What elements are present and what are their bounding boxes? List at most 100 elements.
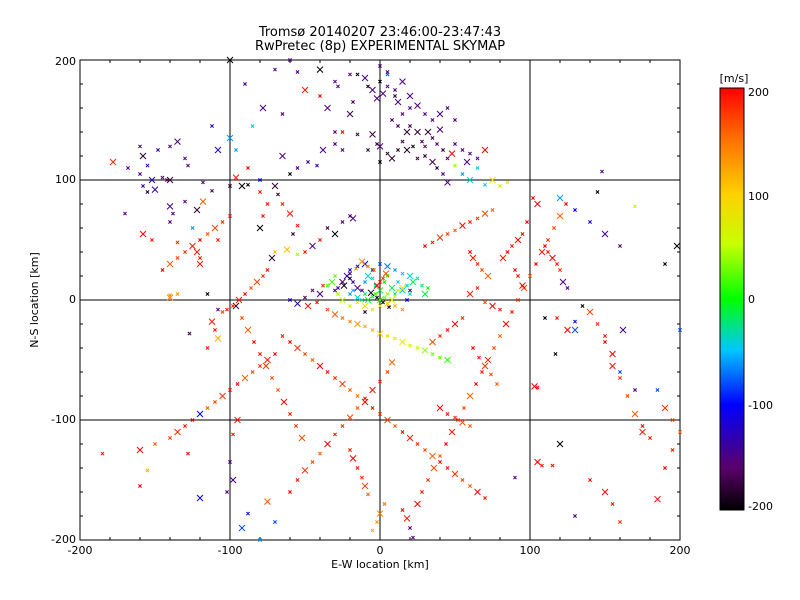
data-point <box>216 238 220 242</box>
data-point <box>225 490 229 494</box>
data-point <box>448 150 456 157</box>
x-tick-label: 0 <box>377 544 384 557</box>
data-point <box>550 463 555 468</box>
data-point <box>595 322 600 326</box>
data-point <box>333 274 337 278</box>
data-point <box>333 142 337 146</box>
data-point <box>468 250 472 254</box>
data-point <box>531 196 535 200</box>
data-point <box>160 268 165 272</box>
data-point <box>238 524 246 532</box>
y-tick-label: -200 <box>51 533 76 546</box>
data-point <box>423 154 427 158</box>
data-point <box>411 144 415 149</box>
data-point <box>168 220 172 224</box>
data-point <box>346 414 354 421</box>
data-point <box>250 370 255 374</box>
data-point <box>489 302 496 310</box>
data-point <box>193 206 201 214</box>
y-tick-label: 200 <box>55 55 76 68</box>
data-point <box>423 144 427 149</box>
data-point <box>484 272 492 280</box>
data-point <box>573 514 577 518</box>
data-point <box>303 352 307 356</box>
data-point <box>295 252 300 257</box>
data-point <box>415 156 420 161</box>
data-point <box>279 152 286 160</box>
data-point <box>468 484 472 488</box>
data-point <box>145 468 150 473</box>
data-point <box>340 316 345 320</box>
data-point <box>213 400 217 404</box>
data-point <box>150 238 154 242</box>
data-point <box>220 220 225 224</box>
data-point <box>355 394 360 398</box>
data-point <box>421 290 429 298</box>
data-point <box>406 92 414 100</box>
data-point <box>466 392 474 400</box>
data-point <box>246 166 250 170</box>
data-point <box>361 74 369 82</box>
data-point <box>340 282 348 289</box>
data-point <box>231 304 235 308</box>
x-axis-label: E-W location [km] <box>331 558 429 571</box>
data-point <box>429 338 436 346</box>
x-tick-label: -200 <box>68 544 93 557</box>
x-tick-labels: -200 -100 0 100 200 <box>68 544 691 557</box>
data-point <box>481 210 489 217</box>
data-point <box>225 307 229 312</box>
data-point <box>475 166 480 170</box>
data-point <box>198 256 202 260</box>
data-point <box>238 182 246 190</box>
data-point <box>405 283 409 288</box>
data-point <box>375 295 379 300</box>
data-point <box>453 142 457 146</box>
data-point <box>475 156 480 161</box>
data-point <box>280 112 285 116</box>
data-point <box>340 130 345 134</box>
data-point <box>451 470 459 478</box>
data-point <box>469 254 477 262</box>
data-point <box>186 163 190 168</box>
data-point <box>424 128 432 136</box>
data-point <box>348 72 352 77</box>
data-point <box>453 163 457 168</box>
data-point <box>208 318 216 325</box>
data-point <box>175 256 180 260</box>
data-point <box>210 124 214 128</box>
data-point <box>460 478 465 482</box>
data-point <box>138 172 142 176</box>
data-point <box>393 304 397 308</box>
colorbar-gradient <box>719 87 745 511</box>
data-point <box>400 307 405 312</box>
data-point <box>355 72 360 77</box>
data-point <box>382 270 390 277</box>
data-point <box>483 182 487 187</box>
data-point <box>456 418 460 422</box>
data-point <box>196 494 204 502</box>
data-point <box>318 238 322 242</box>
data-point <box>363 396 367 401</box>
data-point <box>406 434 414 442</box>
data-point <box>441 148 445 152</box>
data-point <box>543 244 547 248</box>
data-point <box>477 355 481 360</box>
colorbar-unit: [m/s] <box>720 72 749 85</box>
data-point <box>390 118 394 122</box>
data-point <box>288 298 292 302</box>
data-point <box>232 174 240 181</box>
data-point <box>618 376 622 380</box>
data-point <box>175 240 180 245</box>
data-point <box>355 466 360 470</box>
data-point <box>198 238 202 242</box>
data-point <box>603 334 607 338</box>
data-point <box>232 302 240 310</box>
data-point <box>546 238 550 242</box>
data-point <box>519 282 526 289</box>
data-point <box>411 535 415 540</box>
data-point <box>273 67 277 72</box>
data-point <box>492 346 496 350</box>
data-point <box>378 262 382 266</box>
data-point <box>444 179 451 186</box>
data-point <box>516 274 520 278</box>
